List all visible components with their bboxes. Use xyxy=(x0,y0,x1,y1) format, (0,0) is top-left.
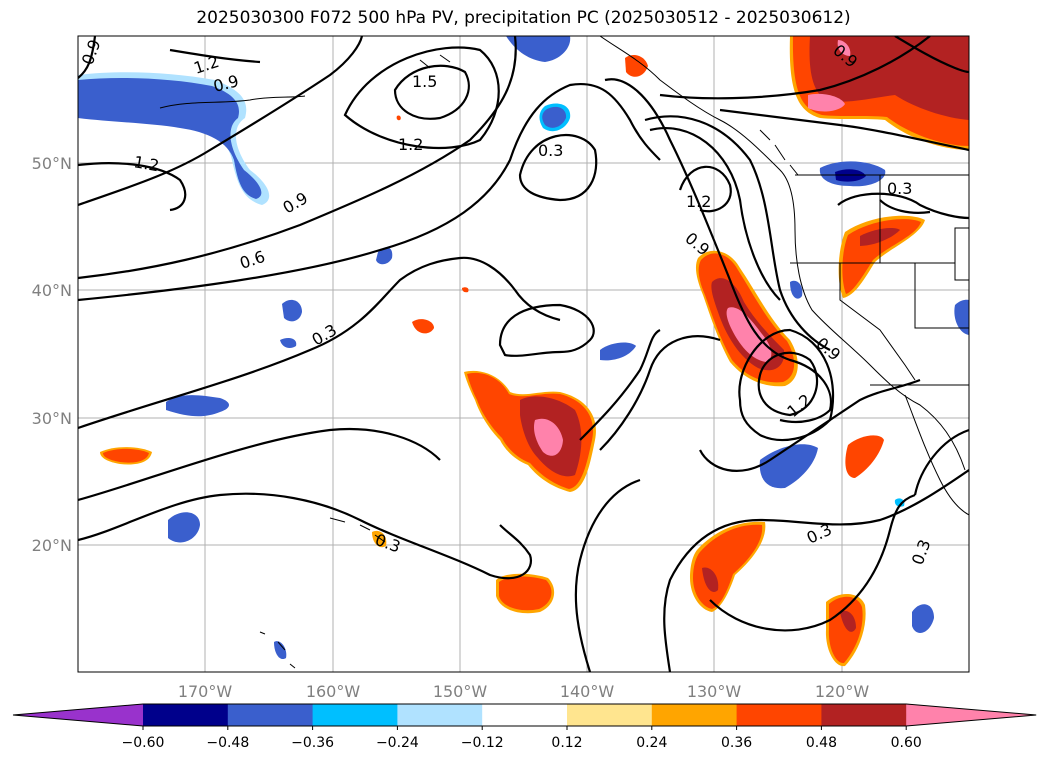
latitude-labels: 50°N 40°N 30°N 20°N xyxy=(32,154,72,555)
lon-label: 120°W xyxy=(815,682,870,701)
colorbar-segment xyxy=(143,704,229,726)
svg-text:1.2: 1.2 xyxy=(398,135,423,154)
colorbar-segment xyxy=(821,704,907,726)
map-title: 2025030300 F072 500 hPa PV, precipitatio… xyxy=(196,8,851,28)
colorbar-extend-min xyxy=(13,704,143,726)
colorbar-segment xyxy=(482,704,568,726)
lon-label: 150°W xyxy=(433,682,488,701)
colorbar-segment xyxy=(397,704,483,726)
lon-label: 170°W xyxy=(178,682,233,701)
positive-precip-areas xyxy=(100,36,969,667)
colorbar-segment xyxy=(651,704,738,726)
colorbar-tick-label: −0.60 xyxy=(122,735,165,751)
colorbar-tick-label: 0.60 xyxy=(891,735,922,751)
svg-text:1.2: 1.2 xyxy=(132,152,160,175)
lat-label: 30°N xyxy=(32,409,72,428)
colorbar-tick-label: 0.12 xyxy=(551,735,582,751)
colorbar-extend-max xyxy=(906,704,1037,726)
colorbar-tick-label: 0.24 xyxy=(636,735,667,751)
colorbar-segment xyxy=(736,704,822,726)
coastlines xyxy=(159,36,969,669)
colorbar-tick-label: 0.36 xyxy=(721,735,752,751)
svg-text:1.2: 1.2 xyxy=(686,192,711,211)
political-borders xyxy=(790,174,969,386)
lon-label: 160°W xyxy=(306,682,361,701)
colorbar-segment xyxy=(312,704,398,726)
negative-precip-areas xyxy=(78,36,969,660)
colorbar-tick-label: −0.24 xyxy=(376,735,419,751)
colorbar-tick-label: −0.36 xyxy=(291,735,334,751)
svg-text:0.3: 0.3 xyxy=(538,141,563,160)
colorbar-tick-label: −0.12 xyxy=(461,735,504,751)
longitude-labels: 170°W 160°W 150°W 140°W 130°W 120°W xyxy=(178,682,870,701)
lat-label: 40°N xyxy=(32,281,72,300)
lat-label: 50°N xyxy=(32,154,72,173)
lon-label: 130°W xyxy=(687,682,742,701)
pv-contours xyxy=(78,36,969,672)
lon-label: 140°W xyxy=(560,682,615,701)
colorbar-tick-label: 0.48 xyxy=(806,735,837,751)
map-frame xyxy=(77,35,970,673)
svg-text:1.5: 1.5 xyxy=(412,72,437,91)
colorbar: −0.60 −0.48 −0.36 −0.24 −0.12 0.12 0.24 0.36 0.4… xyxy=(12,703,1037,751)
colorbar-segment xyxy=(227,704,314,726)
lat-label: 20°N xyxy=(32,536,72,555)
svg-text:0.3: 0.3 xyxy=(887,179,912,198)
colorbar-segment xyxy=(567,704,653,726)
colorbar-tick-label: −0.48 xyxy=(206,735,249,751)
